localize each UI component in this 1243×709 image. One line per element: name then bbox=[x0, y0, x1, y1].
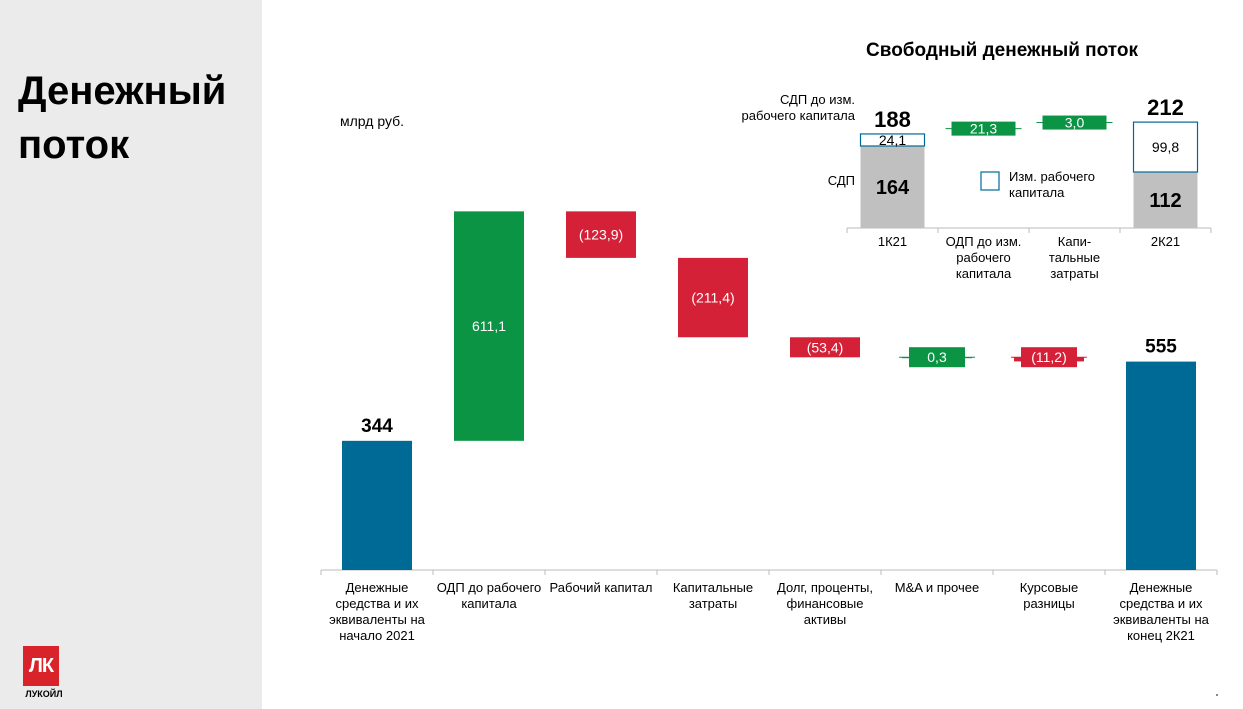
inset-x-tick-label: рабочего bbox=[956, 250, 1011, 265]
inset-total-label: 212 bbox=[1147, 95, 1184, 120]
inset-x-tick-label: затраты bbox=[1050, 266, 1098, 281]
x-tick-label: затраты bbox=[689, 596, 737, 611]
inset-bar-wc-change bbox=[1132, 121, 1199, 173]
legend-swatch bbox=[980, 171, 1000, 191]
inset-wc-value: 24,1 bbox=[879, 132, 906, 148]
inset-bar-sdp bbox=[1133, 172, 1198, 228]
bar-value-label: (53,4) bbox=[807, 339, 844, 355]
bar-label-box bbox=[909, 347, 965, 368]
legend-label: Изм. рабочего bbox=[1009, 169, 1095, 184]
waterfall-bar bbox=[566, 211, 636, 258]
inset-sdp-value: 164 bbox=[876, 177, 910, 199]
x-tick-label: ОДП до рабочего bbox=[437, 580, 542, 595]
inset-delta-bar bbox=[951, 121, 1016, 136]
x-tick-label: эквиваленты на bbox=[1113, 612, 1210, 627]
inset-title: Свободный денежный поток bbox=[866, 40, 1138, 61]
inset-x-tick-label: 2К21 bbox=[1151, 234, 1180, 249]
logo-mark: ЛК bbox=[23, 646, 59, 686]
waterfall-bar bbox=[678, 257, 748, 338]
x-tick-label: Денежные bbox=[1130, 580, 1193, 595]
side-panel bbox=[0, 0, 262, 709]
page-title: Денежный поток bbox=[18, 69, 227, 167]
x-tick-label: средства и их bbox=[1120, 596, 1203, 611]
bar-value-label: (123,9) bbox=[579, 227, 623, 243]
x-tick-label: Курсовые bbox=[1020, 580, 1079, 595]
bar-total-label: 344 bbox=[361, 416, 393, 437]
inset-row-label-bottom: СДП bbox=[828, 173, 855, 188]
bar-total-label: 555 bbox=[1145, 337, 1177, 358]
legend-label: капитала bbox=[1009, 185, 1065, 200]
x-tick-label: Рабочий капитал bbox=[550, 580, 653, 595]
inset-row-label-top: СДП до изм. bbox=[780, 92, 855, 107]
bar-value-label: 611,1 bbox=[472, 318, 506, 334]
page-dot bbox=[1216, 694, 1218, 696]
inset-delta-label: 21,3 bbox=[970, 121, 997, 137]
bar-value-label: (211,4) bbox=[691, 290, 734, 306]
x-tick-label: финансовые bbox=[787, 596, 864, 611]
x-tick-label: Капитальные bbox=[673, 580, 753, 595]
inset-wc-value: 99,8 bbox=[1152, 139, 1179, 155]
inset-x-tick-label: ОДП до изм. bbox=[946, 234, 1022, 249]
x-tick-label: Долг, проценты, bbox=[777, 580, 873, 595]
bar-value-label: 0,3 bbox=[927, 349, 947, 365]
inset-total-label: 188 bbox=[874, 107, 911, 132]
units-label: млрд руб. bbox=[340, 113, 405, 129]
logo-name: ЛУКОЙЛ bbox=[25, 689, 63, 699]
inset-delta-bar bbox=[1042, 115, 1107, 130]
waterfall-bar bbox=[1126, 361, 1196, 570]
inset-x-tick-label: Капи- bbox=[1058, 234, 1091, 249]
waterfall-bar bbox=[342, 440, 412, 570]
inset-delta-label: 3,0 bbox=[1065, 115, 1085, 131]
inset-x-tick-label: тальные bbox=[1049, 250, 1100, 265]
bar-label-box bbox=[1021, 347, 1077, 368]
x-tick-label: начало 2021 bbox=[339, 628, 415, 643]
x-tick-label: разницы bbox=[1023, 596, 1075, 611]
x-tick-label: капитала bbox=[461, 596, 517, 611]
bar-value-label: (11,2) bbox=[1031, 349, 1067, 365]
inset-row-label-top: рабочего капитала bbox=[741, 108, 855, 123]
inset-bar-sdp bbox=[860, 146, 925, 228]
inset-sdp-value: 112 bbox=[1149, 190, 1181, 212]
x-tick-label: активы bbox=[804, 612, 847, 627]
x-tick-label: конец 2К21 bbox=[1127, 628, 1195, 643]
x-tick-label: средства и их bbox=[336, 596, 419, 611]
x-tick-label: эквиваленты на bbox=[329, 612, 426, 627]
x-tick-label: Денежные bbox=[346, 580, 409, 595]
waterfall-bar bbox=[454, 211, 524, 441]
inset-bar-wc-change bbox=[859, 133, 926, 147]
company-logo: ЛК ЛУКОЙЛ bbox=[18, 646, 70, 702]
inset-x-tick-label: капитала bbox=[956, 266, 1012, 281]
waterfall-bar bbox=[790, 337, 860, 358]
inset-x-tick-label: 1К21 bbox=[878, 234, 907, 249]
x-tick-label: M&A и прочее bbox=[895, 580, 979, 595]
